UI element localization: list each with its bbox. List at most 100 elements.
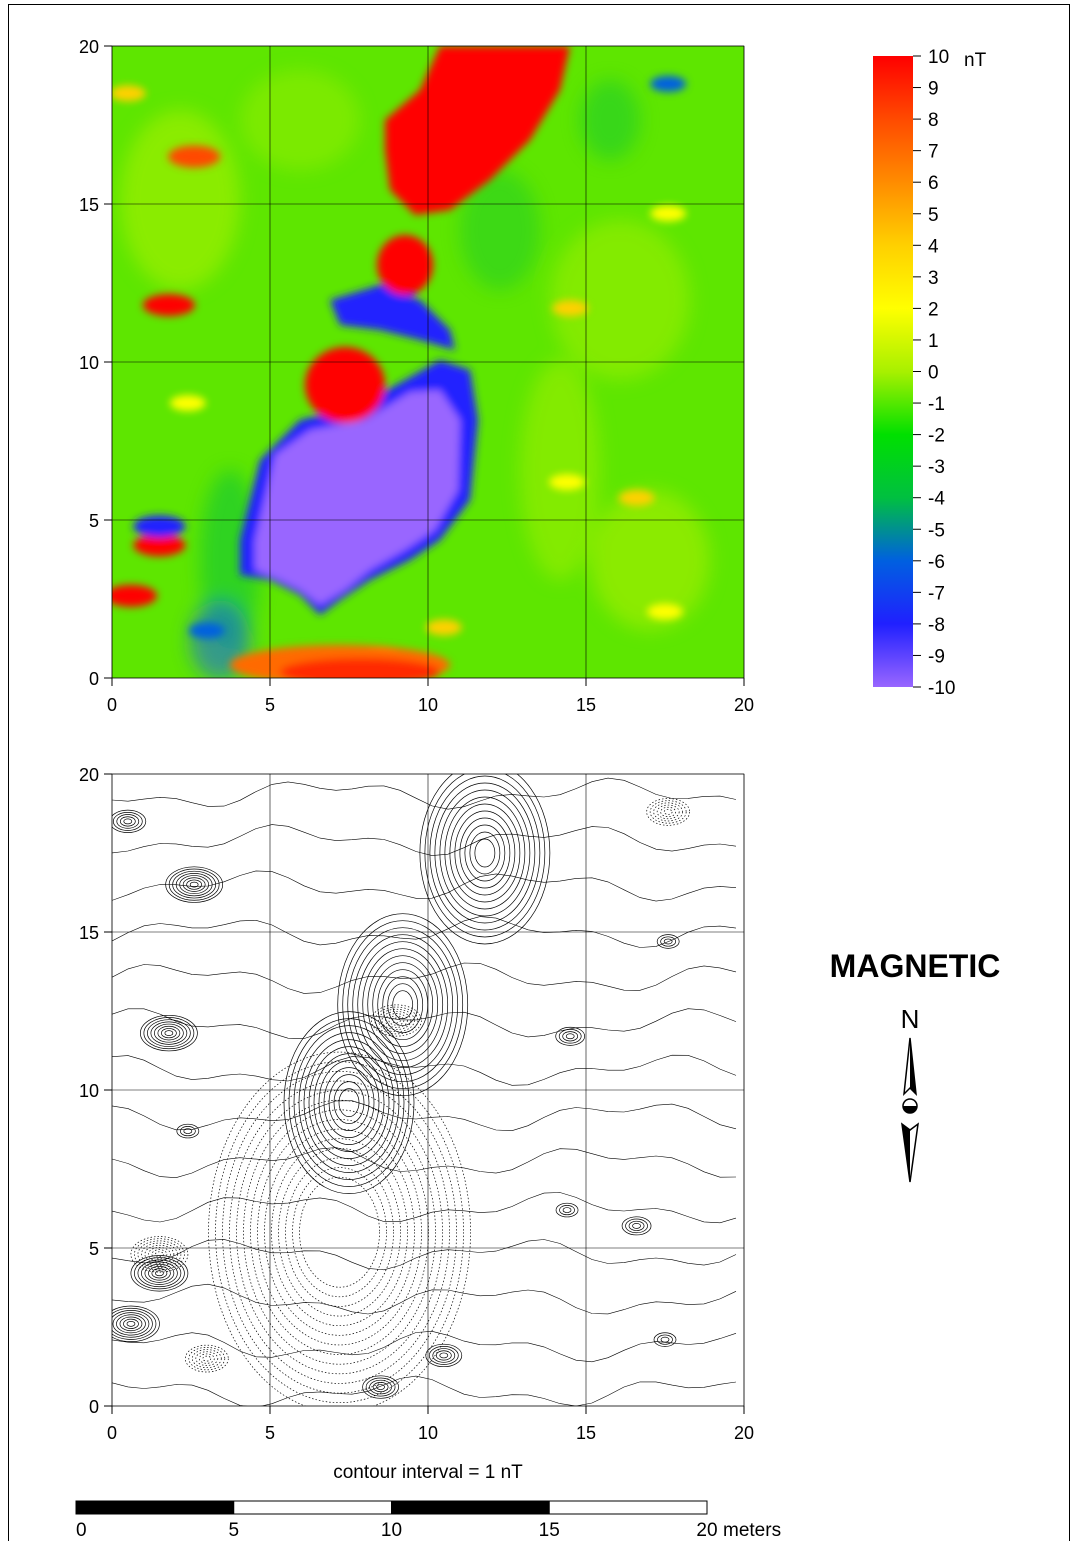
contour-ring-group (184, 1344, 229, 1373)
contour-line (155, 1251, 164, 1258)
contour-line (653, 1332, 677, 1347)
contour-ring-group (555, 1202, 579, 1218)
contour-line (434, 782, 536, 924)
colorbar-tick-label-3: 3 (928, 268, 939, 289)
scale-segment-2 (391, 1500, 550, 1515)
contour-line (257, 1119, 422, 1346)
scale-label-5: 5 (228, 1520, 239, 1541)
contour-line (392, 990, 414, 1020)
contour-line (555, 1026, 586, 1046)
contour-line (243, 1099, 436, 1365)
heatmap-anomaly (647, 603, 683, 620)
contour-line (303, 1039, 395, 1166)
magnetic-title: MAGNETIC (830, 948, 1001, 984)
contour-ring-group (419, 774, 551, 945)
heatmap-anomaly (169, 395, 206, 412)
contour-line (112, 1239, 737, 1271)
contour-line (157, 1025, 181, 1041)
contour-line (439, 789, 531, 917)
contour-line (147, 1019, 191, 1047)
contour-line (372, 1382, 389, 1393)
contour-ring-group (140, 1014, 198, 1052)
contour-xtick-label-5: 5 (265, 1423, 275, 1443)
contour-line (649, 800, 687, 824)
contour-line (141, 1261, 178, 1285)
contour-line (387, 983, 419, 1027)
contour-line (134, 1257, 185, 1290)
heatmap-anomaly (650, 205, 687, 222)
contour-line (469, 831, 501, 875)
contour-line (347, 927, 459, 1083)
contour-line (646, 798, 691, 826)
colorbar-tick-label--9: -9 (928, 646, 945, 667)
colorbar-tick-label--3: -3 (928, 457, 945, 478)
contour-line (112, 777, 737, 810)
scale-segment-3 (548, 1500, 708, 1515)
contour-ring-group (656, 934, 680, 949)
contour-line (123, 818, 133, 825)
contour-line (369, 1379, 392, 1395)
contour-line (362, 948, 444, 1062)
contour-line (435, 1350, 452, 1361)
north-arrow-icon (901, 1037, 919, 1183)
contour-line (195, 1351, 219, 1366)
contour-line (112, 1375, 737, 1406)
contour-line (116, 1314, 146, 1334)
contour-line (474, 838, 496, 868)
heatmap-anomaly (112, 584, 157, 607)
contour-line (155, 1270, 164, 1277)
contour-line (425, 1343, 463, 1368)
contour-line (112, 1330, 737, 1363)
contour-line (371, 1004, 422, 1037)
contour-map: 0 5 10 15 20 0 5 10 15 20 contour interval = 1 nT (79, 765, 754, 1483)
contour-line (150, 1021, 188, 1045)
contour-line (182, 877, 206, 892)
scale-label-20: 20 (696, 1520, 717, 1541)
contour-xtick-label-20: 20 (734, 1423, 754, 1443)
contour-line (385, 1013, 408, 1028)
contour-line (179, 875, 210, 895)
contour-line (558, 1029, 582, 1044)
colorbar-tick-label-8: 8 (928, 110, 939, 131)
contour-line (424, 774, 546, 938)
contour-line (663, 809, 673, 815)
scale-label-10: 10 (381, 1520, 402, 1541)
contour-line (293, 1025, 405, 1180)
contour-line (130, 1255, 189, 1292)
heatmap-ytick-label-10: 10 (79, 353, 99, 373)
contour-line (130, 1236, 189, 1273)
contour-line (112, 1310, 153, 1338)
heatmap-anomaly (112, 85, 146, 102)
contour-line (236, 1090, 443, 1375)
contour-line (137, 1259, 182, 1288)
scale-bar: 0 5 10 15 20 meters (75, 1500, 781, 1541)
contour-line (148, 1266, 171, 1281)
contour-line (112, 1312, 150, 1336)
scale-label-15: 15 (539, 1520, 560, 1541)
contour-line (308, 1046, 390, 1159)
contour-ring-group (362, 1375, 399, 1399)
contour-line (376, 1384, 385, 1390)
contour-line (112, 1100, 737, 1132)
contour-line (439, 1352, 449, 1359)
contour-xtick-label-0: 0 (107, 1423, 117, 1443)
contour-line (333, 1081, 365, 1124)
contour-line (565, 1033, 575, 1040)
contour-line (161, 1028, 177, 1039)
colorbar-tick-label--7: -7 (928, 583, 945, 604)
contour-line (144, 1263, 175, 1283)
contour-axes: 0 5 10 15 20 0 5 10 15 20 (79, 765, 754, 1443)
contour-line (365, 1377, 396, 1397)
contour-line (215, 1061, 464, 1404)
heatmap-anomaly (133, 515, 186, 538)
colorbar-tick-label-0: 0 (928, 363, 939, 384)
contour-line (342, 920, 464, 1090)
contour-line (367, 955, 439, 1055)
contour-line (459, 817, 511, 889)
contour-line (288, 1018, 410, 1187)
contour-line (112, 916, 737, 948)
contour-line (283, 1011, 415, 1194)
contour-line (374, 1006, 419, 1035)
colorbar-tick-label--6: -6 (928, 552, 945, 573)
colorbar-tick-label-10: 10 (928, 47, 949, 68)
